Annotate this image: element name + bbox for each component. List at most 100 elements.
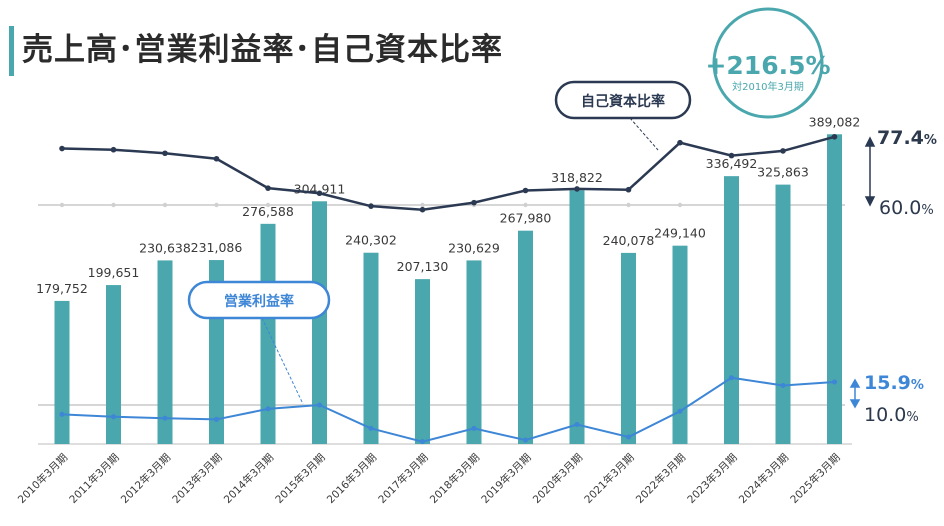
operating-margin-point (317, 402, 322, 408)
equity-ratio-point (471, 199, 477, 206)
x-tick-label: 2010年3月期 (15, 451, 70, 506)
reference-dot (523, 202, 528, 208)
operating-margin-point (677, 408, 683, 414)
equity-ratio-point (316, 190, 323, 197)
sales-bars (54, 134, 842, 445)
sales-bar-label: 249,140 (654, 226, 706, 241)
x-tick-label: 2018年3月期 (427, 451, 482, 506)
equity-ratio-point (419, 206, 426, 213)
equity-ratio-point (677, 139, 683, 146)
sales-bar (724, 176, 739, 444)
reference-dots (59, 202, 837, 408)
equity-ratio-point (522, 187, 529, 194)
page-title: 売上高･営業利益率･自己資本比率 (22, 32, 503, 68)
equity-ratio-point (213, 155, 220, 162)
sales-bar (775, 184, 791, 445)
equity-ratio-point (780, 148, 786, 154)
sales-bar (157, 260, 173, 444)
equity-ratio-point (831, 133, 838, 140)
reference-dot (162, 202, 168, 208)
operating-margin-points (59, 375, 837, 445)
operating-margin-point (574, 422, 580, 427)
x-tick-label: 2014年3月期 (221, 451, 276, 506)
margin-end-label: 15.9% (864, 372, 924, 394)
operating-margin-point (368, 425, 374, 431)
sales-bar (569, 190, 585, 444)
x-tick-label: 2021年3月期 (582, 451, 637, 506)
sales-bar (466, 260, 482, 444)
x-tick-label: 2023年3月期 (685, 451, 740, 506)
sales-bar (415, 279, 430, 444)
margin-callout-label: 営業利益率 (224, 293, 294, 310)
sales-bar-label: 199,651 (88, 265, 140, 280)
x-tick-label: 2019年3月期 (479, 451, 534, 506)
operating-margin-point (832, 379, 837, 385)
sales-bar-label: 230,638 (139, 240, 191, 255)
sales-bar-label: 240,302 (345, 233, 397, 248)
equity-end-label: 77.4% (877, 127, 937, 149)
growth-badge-value: +216.5% (705, 51, 830, 80)
x-tick-label: 2011年3月期 (67, 451, 122, 506)
equity-diff-arrow (864, 136, 876, 207)
equity-ratio-point (59, 145, 65, 152)
sales-bar (106, 285, 121, 444)
reference-dot (420, 202, 425, 208)
x-tick-label: 2015年3月期 (273, 451, 328, 506)
equity-ratio-point (265, 185, 271, 191)
sales-bar-label: 267,980 (500, 211, 552, 226)
reference-dot (265, 202, 271, 208)
sales-bar (54, 300, 70, 444)
title-accent-bar (9, 26, 14, 76)
sales-bar-label: 207,130 (397, 259, 449, 274)
x-tick-label: 2024年3月期 (736, 451, 791, 506)
ref-label-60: 60.0% (879, 197, 934, 219)
x-axis-tick-labels: 2010年3月期2011年3月期2012年3月期2013年3月期2014年3月期… (15, 451, 843, 506)
equity-ratio-line (61, 135, 835, 211)
x-tick-label: 2012年3月期 (118, 451, 173, 506)
equity-ratio-point (162, 150, 168, 157)
x-tick-label: 2013年3月期 (170, 451, 225, 506)
operating-margin-point (162, 415, 168, 421)
reference-dot (111, 202, 116, 208)
x-tick-label: 2016年3月期 (324, 451, 379, 506)
operating-margin-point (420, 439, 425, 445)
equity-ratio-point (728, 152, 735, 159)
equity-callout-leader (629, 117, 659, 151)
margin-callout-leader (261, 317, 304, 405)
sales-bar (312, 201, 327, 444)
sales-bar-label: 230,629 (448, 240, 500, 255)
sales-bar-label: 389,082 (809, 114, 861, 129)
ref-label-10: 10.0% (864, 404, 919, 426)
operating-margin-point (523, 437, 528, 443)
equity-callout-label: 自己資本比率 (581, 93, 665, 110)
reference-dot (59, 202, 65, 208)
x-tick-label: 2025年3月期 (788, 451, 843, 506)
x-tick-label: 2020年3月期 (530, 451, 585, 506)
operating-margin-point (59, 411, 65, 417)
growth-badge: +216.5% 対2010年3月期 (705, 7, 831, 119)
equity-callout-box (554, 80, 692, 120)
sales-bar-label: 276,588 (242, 204, 294, 219)
sales-bar (260, 223, 276, 444)
sales-bar (518, 230, 533, 444)
x-tick-label: 2022年3月期 (633, 451, 688, 506)
operating-margin-point (780, 383, 786, 388)
sales-bar (672, 245, 688, 444)
sales-bar-label: 240,078 (603, 233, 655, 248)
sales-bar-label: 325,863 (757, 165, 809, 180)
equity-ratio-point (574, 186, 580, 192)
sales-bar (621, 252, 636, 444)
growth-badge-sub: 対2010年3月期 (732, 80, 804, 93)
sales-bar-label: 179,752 (36, 281, 88, 296)
operating-margin-point (471, 425, 477, 431)
equity-ratio-point (110, 146, 117, 153)
reference-dot (626, 202, 631, 208)
operating-margin-point (214, 416, 219, 422)
sales-bar-label: 318,822 (551, 170, 603, 185)
operating-margin-point (111, 414, 116, 420)
operating-margin-line (61, 376, 835, 443)
operating-margin-point (265, 406, 271, 412)
margin-callout-box (187, 280, 331, 320)
equity-ratio-point (625, 186, 632, 193)
